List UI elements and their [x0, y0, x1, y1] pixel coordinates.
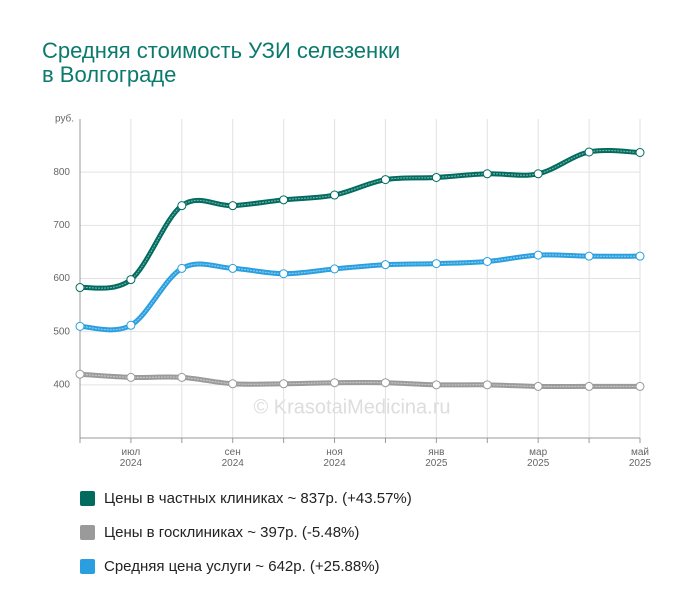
x-tick-label: сен 2024	[222, 447, 245, 469]
data-point	[431, 172, 441, 182]
data-point	[482, 380, 492, 390]
data-point	[126, 372, 136, 382]
legend-label: Цены в частных клиниках ~ 837р. (+43.57%…	[104, 490, 412, 507]
data-point	[482, 169, 492, 179]
series-line-highlight	[79, 149, 641, 289]
watermark: © KrasotaiMedicina.ru	[253, 396, 450, 418]
x-tick-label: май 2025	[629, 447, 652, 469]
legend-label: Цены в госклиниках ~ 397р. (-5.48%)	[104, 524, 359, 541]
legend-swatch	[80, 525, 95, 540]
data-point	[126, 320, 136, 330]
data-point	[533, 250, 543, 260]
data-point	[75, 369, 85, 379]
data-point	[533, 381, 543, 391]
data-point	[279, 195, 289, 205]
y-tick-label: 400	[53, 379, 70, 390]
legend-swatch	[80, 559, 95, 574]
y-tick-label: 700	[53, 220, 70, 231]
data-point	[75, 321, 85, 331]
data-point	[584, 147, 594, 157]
legend-label: Средняя цена услуги ~ 642р. (+25.88%)	[104, 558, 380, 575]
y-tick-label: 600	[53, 273, 70, 284]
data-point	[228, 379, 238, 389]
x-tick-label: июл 2024	[120, 447, 143, 469]
chart-title: Средняя стоимость УЗИ селезенки в Волгогр…	[42, 38, 400, 87]
x-tick-label: ноя 2024	[323, 447, 346, 469]
data-point	[228, 263, 238, 273]
data-point	[584, 251, 594, 261]
data-point	[177, 263, 187, 273]
data-point	[380, 378, 390, 388]
data-point	[431, 380, 441, 390]
data-point	[635, 381, 645, 391]
data-point	[533, 169, 543, 179]
series-line	[79, 252, 641, 333]
data-point	[279, 379, 289, 389]
data-point	[635, 147, 645, 157]
data-point	[584, 381, 594, 391]
data-point	[635, 251, 645, 261]
data-point	[330, 190, 340, 200]
data-point	[177, 372, 187, 382]
x-tick-label: мар 2025	[527, 447, 550, 469]
y-tick-label: 500	[53, 326, 70, 337]
data-point	[431, 259, 441, 269]
data-point	[75, 283, 85, 293]
data-point	[177, 201, 187, 211]
data-point	[330, 264, 340, 274]
data-point	[482, 256, 492, 266]
data-point	[380, 260, 390, 270]
y-tick-label: 800	[53, 167, 70, 178]
x-tick-label: янв 2025	[425, 447, 448, 469]
data-point	[126, 275, 136, 285]
data-point	[228, 201, 238, 211]
legend-swatch	[80, 491, 95, 506]
data-point	[330, 378, 340, 388]
data-point	[279, 269, 289, 279]
y-axis-label: руб.	[55, 113, 74, 125]
data-point	[380, 175, 390, 185]
